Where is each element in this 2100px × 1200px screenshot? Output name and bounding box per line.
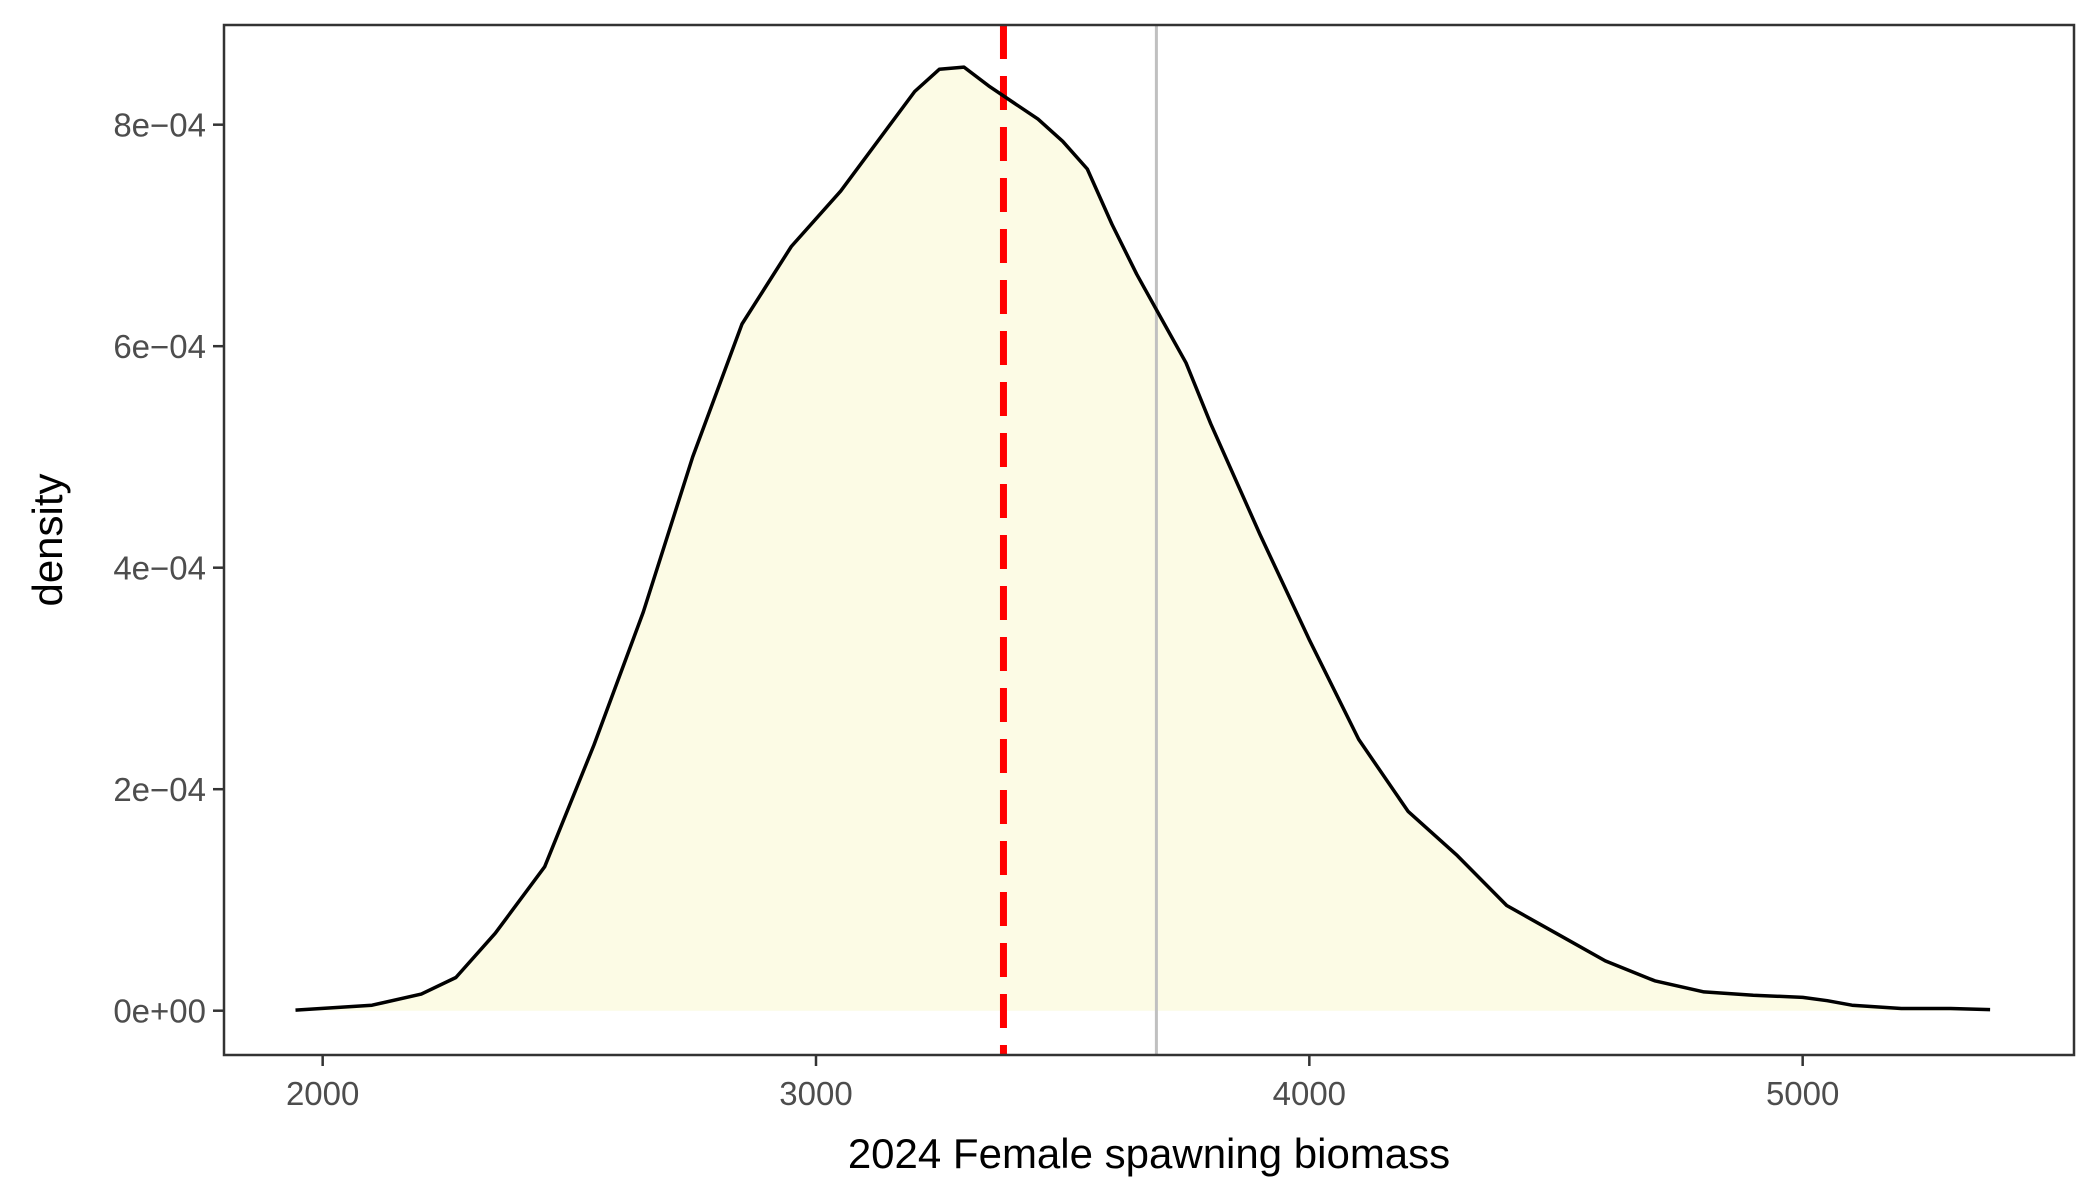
panel-border: [222, 23, 2076, 1057]
y-tick-label: 0e+00: [113, 993, 206, 1030]
y-axis: 0e+00 2e−04 4e−04 6e−04 8e−04: [113, 107, 224, 1030]
plot-area: [295, 25, 1991, 1055]
density-area: [295, 67, 1991, 1011]
x-tick-label: 3000: [779, 1075, 852, 1112]
density-curve: [295, 65, 1991, 1012]
y-axis-title: density: [24, 473, 71, 606]
x-tick-label: 5000: [1766, 1075, 1839, 1112]
y-tick-label: 8e−04: [113, 107, 206, 144]
x-tick-label: 2000: [286, 1075, 359, 1112]
x-axis-title: 2024 Female spawning biomass: [848, 1130, 1450, 1177]
y-tick-label: 4e−04: [113, 550, 206, 587]
x-tick-label: 4000: [1273, 1075, 1346, 1112]
y-tick-label: 6e−04: [113, 328, 206, 365]
x-axis: 2000 3000 4000 5000: [286, 1055, 1839, 1112]
y-tick-label: 2e−04: [113, 771, 206, 808]
